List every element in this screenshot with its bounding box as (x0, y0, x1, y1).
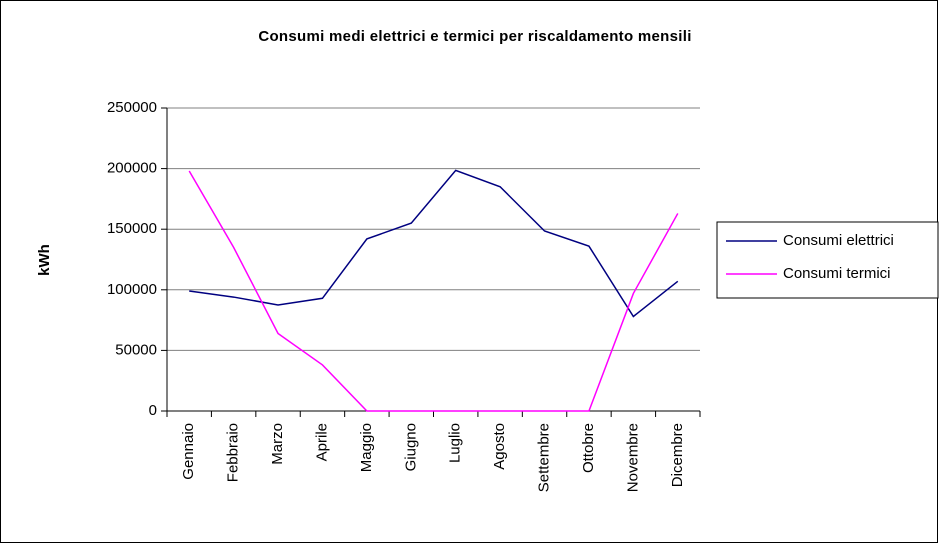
y-tick-label: 0 (149, 402, 157, 419)
legend-label: Consumi termici (783, 265, 891, 282)
y-axis-label: kWh (36, 244, 53, 276)
chart-title: Consumi medi elettrici e termici per ris… (258, 28, 691, 45)
x-tick-label: Agosto (491, 423, 508, 470)
x-tick-label: Maggio (358, 423, 375, 472)
x-tick-label: Aprile (313, 423, 330, 461)
series-line (188, 170, 679, 412)
x-tick-label: Dicembre (669, 423, 686, 487)
legend-box (716, 221, 939, 299)
x-tick-label: Settembre (536, 423, 553, 492)
y-tick-label: 250000 (107, 99, 157, 116)
series-line (189, 169, 679, 318)
x-tick-label: Giugno (402, 423, 419, 471)
x-tick-label: Novembre (624, 423, 641, 492)
x-tick-label: Marzo (269, 423, 286, 465)
x-tick-label: Febbraio (225, 423, 242, 482)
y-tick-label: 50000 (115, 341, 157, 358)
x-tick-label: Luglio (447, 423, 464, 463)
x-tick-label: Ottobre (580, 423, 597, 473)
legend-label: Consumi elettrici (783, 232, 894, 249)
x-tick-label: Gennaio (180, 423, 197, 480)
y-tick-label: 200000 (107, 160, 157, 177)
y-tick-label: 150000 (107, 220, 157, 237)
y-tick-label: 100000 (107, 281, 157, 298)
